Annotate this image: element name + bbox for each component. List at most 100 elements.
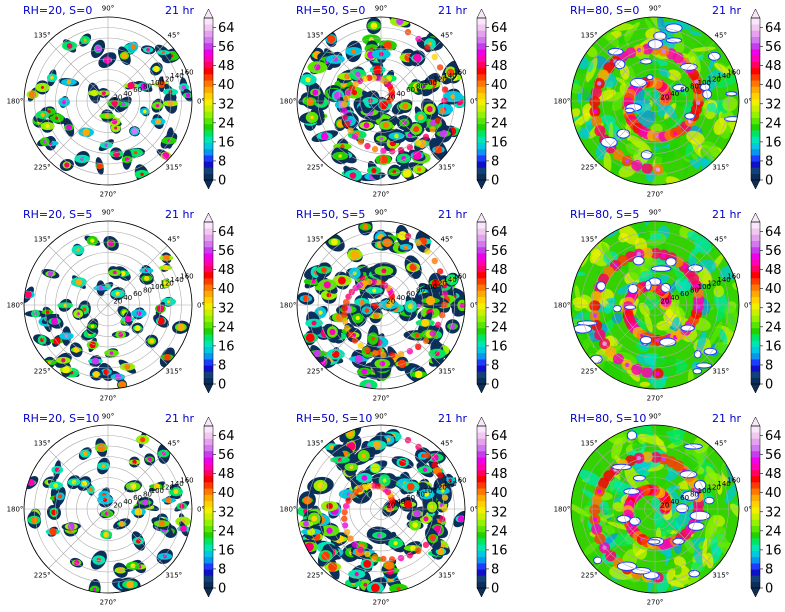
- panel-title: RH=80, S=10: [570, 412, 646, 425]
- colorbar-segment: [751, 117, 760, 125]
- colorbar-segment: [477, 513, 486, 520]
- colorbar-segment: [204, 334, 213, 341]
- radial-tick-label: 40: [396, 294, 405, 302]
- angle-label: 225°: [307, 571, 324, 579]
- angle-label: 45°: [441, 236, 453, 244]
- colorbar-tick-label: 56: [765, 448, 782, 463]
- colorbar-segment: [204, 444, 213, 452]
- colorbar-tick-label: 0: [765, 378, 773, 393]
- colorbar-segment: [751, 222, 760, 229]
- radial-tick-label: 60: [680, 494, 689, 502]
- colorbar-segment: [751, 450, 760, 458]
- angle-label: 135°: [581, 32, 598, 40]
- colorbar-segment: [751, 253, 760, 260]
- colorbar-segment: [751, 488, 760, 495]
- colorbar-segment: [751, 228, 760, 235]
- colorbar-segment: [477, 450, 486, 458]
- grid-spoke: [595, 508, 656, 569]
- colorbar-segment: [204, 228, 213, 235]
- grid-spoke: [595, 304, 656, 365]
- colorbar-segment: [477, 581, 486, 589]
- colorbar-segment: [751, 340, 760, 347]
- colorbar-segment: [477, 538, 486, 545]
- colorbar-segment: [477, 61, 486, 69]
- colorbar-segment: [751, 469, 760, 477]
- colorbar-segment: [477, 327, 486, 335]
- grid-spoke: [48, 508, 109, 569]
- radial-tick-label: 120: [161, 483, 174, 491]
- grid-spoke: [380, 449, 441, 510]
- angle-label: 90°: [649, 413, 661, 421]
- colorbar-segment: [477, 55, 486, 62]
- radial-tick-label: 80: [690, 287, 699, 295]
- radial-tick-label: 60: [133, 290, 142, 298]
- colorbar-segment: [204, 148, 213, 156]
- colorbar-segment: [477, 136, 486, 143]
- colorbar-segment: [751, 24, 760, 31]
- colorbar-segment: [204, 86, 213, 94]
- angle-label: 45°: [168, 236, 180, 244]
- colorbar-segment: [477, 432, 486, 439]
- colorbar-segment: [477, 544, 486, 551]
- angle-label: 180°: [280, 506, 297, 514]
- colorbar-segment: [477, 377, 486, 385]
- colorbar-segment: [204, 92, 213, 100]
- colorbar-tick-label: 8: [765, 358, 773, 373]
- colorbar-extend-max: [750, 416, 761, 427]
- colorbar-tick-label: 56: [218, 448, 235, 463]
- polar-outline: [296, 220, 466, 390]
- colorbar-segment: [477, 161, 486, 168]
- colorbar-tick-label: 40: [218, 78, 235, 93]
- colorbar-frame: [203, 221, 214, 385]
- colorbar-segment: [751, 55, 760, 62]
- angle-label: 225°: [307, 367, 324, 375]
- radial-tick-label: 120: [161, 75, 174, 83]
- angle-label: 225°: [581, 163, 598, 171]
- grid-spoke: [380, 41, 441, 102]
- radial-tick-label: 120: [434, 75, 447, 83]
- colorbar-segment: [751, 569, 760, 576]
- radial-tick-label: 20: [113, 297, 122, 305]
- colorbar-segment: [751, 482, 760, 489]
- radial-tick-label: 60: [680, 290, 689, 298]
- colorbar-tick-label: 48: [218, 263, 235, 278]
- radial-tick-label: 120: [708, 279, 721, 287]
- colorbar-tick-label: 0: [491, 174, 499, 189]
- colorbar-extend-min: [203, 383, 214, 394]
- radial-tick-label: 80: [416, 83, 425, 91]
- colorbar-tick-label: 48: [491, 59, 508, 74]
- colorbar-segment: [751, 290, 760, 298]
- colorbar-extend-max: [476, 8, 487, 19]
- panel-time: 21 hr: [165, 4, 194, 17]
- angle-label: 90°: [102, 413, 114, 421]
- angle-label: 135°: [34, 236, 51, 244]
- colorbar-tick-label: 8: [218, 154, 226, 169]
- angle-label: 315°: [165, 571, 182, 579]
- colorbar: 0 8 16 24 32 40 48 56 64: [476, 212, 508, 394]
- colorbar-tick-label: 24: [491, 524, 508, 539]
- panel-time: 21 hr: [165, 208, 194, 221]
- colorbar-tick-label: 24: [765, 320, 782, 335]
- colorbar-segment: [477, 148, 486, 156]
- colorbar-segment: [751, 365, 760, 372]
- colorbar-segment: [204, 463, 213, 470]
- colorbar-tick-label: 64: [218, 21, 235, 36]
- angle-label: 225°: [581, 367, 598, 375]
- colorbar-segment: [751, 538, 760, 545]
- colorbar-segment: [204, 569, 213, 576]
- colorbar-frame: [476, 425, 487, 589]
- grid-spoke: [595, 449, 656, 510]
- colorbar-segment: [204, 513, 213, 520]
- angle-label: 180°: [280, 98, 297, 106]
- colorbar-frame: [203, 17, 214, 181]
- angle-label: 270°: [373, 599, 390, 607]
- radial-tick-label: 20: [386, 501, 395, 509]
- colorbar-tick-label: 24: [765, 524, 782, 539]
- polar-outline: [570, 220, 740, 390]
- colorbar-extend-min: [476, 383, 487, 394]
- angle-label: 0°: [744, 302, 752, 310]
- angle-label: 270°: [373, 395, 390, 403]
- colorbar-tick-label: 64: [765, 21, 782, 36]
- colorbar-segment: [751, 265, 760, 273]
- angle-label: 315°: [712, 367, 729, 375]
